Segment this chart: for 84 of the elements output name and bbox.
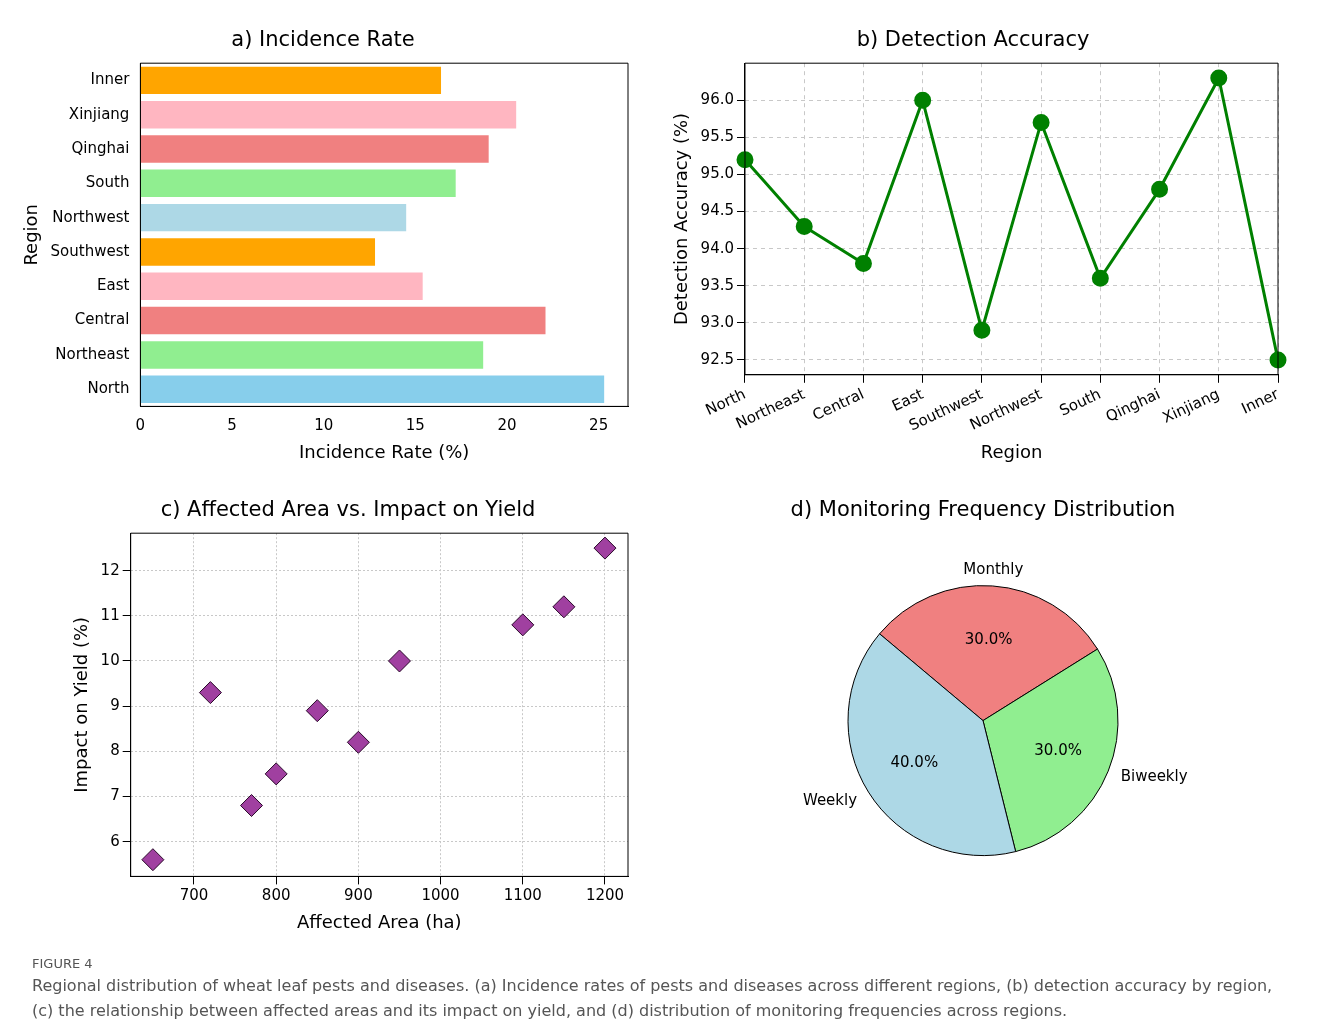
- data-label: 30.0%: [964, 629, 1013, 648]
- point: [1091, 269, 1109, 287]
- slice-label: Weekly: [802, 790, 858, 809]
- x-tick-label: 1000: [421, 886, 460, 905]
- data-label: 30.0%: [1034, 740, 1082, 759]
- bar: [140, 203, 407, 232]
- y-tick-label: 10: [100, 650, 120, 669]
- point: [387, 649, 411, 673]
- point: [854, 255, 872, 273]
- y-tick-label: 95.0: [700, 164, 734, 183]
- y-tick-label: 94.0: [700, 238, 734, 257]
- bar: [140, 272, 423, 301]
- point: [198, 681, 222, 705]
- bar: [140, 135, 489, 163]
- y-tick-label: 92.5: [700, 349, 734, 368]
- x-tick-label: 800: [261, 886, 291, 905]
- x-axis-title: Incidence Rate (%): [299, 440, 470, 462]
- caption: FIGURE 4: [32, 955, 94, 973]
- x-tick-label: 0: [135, 416, 146, 435]
- data-label: 40.0%: [890, 753, 939, 772]
- y-tick-label: 11: [100, 605, 120, 624]
- text: Regional distribution of wheat leaf pests and diseases. (a) Incidence rates of pests and diseases across different regions, (b) detection accuracy by region, (c) the relationship between affected areas and its impact on yield, and (d) distribution of monitoring frequencies across regions.: [32, 975, 1274, 1022]
- point: [1032, 114, 1050, 132]
- x-tick-label: 15: [405, 416, 425, 435]
- x-tick-label: 5: [227, 416, 237, 435]
- point: [141, 848, 165, 872]
- point: [552, 595, 576, 619]
- x-tick-label: 900: [344, 886, 373, 905]
- point: [346, 730, 370, 754]
- y-axis-title: Region: [20, 203, 42, 266]
- point: [305, 699, 329, 723]
- point: [511, 613, 535, 637]
- chart-title: b) Detection Accuracy: [856, 27, 1090, 52]
- point: [240, 794, 264, 817]
- y-tick-label: Inner: [90, 70, 131, 89]
- y-tick-label: Northeast: [55, 344, 130, 363]
- bar: [140, 169, 456, 198]
- point: [1151, 180, 1169, 198]
- point: [264, 762, 288, 786]
- x-tick-label: 700: [179, 886, 209, 905]
- y-tick-label: Southwest: [50, 241, 130, 260]
- y-tick-label: 94.5: [700, 201, 734, 220]
- slice-label: Monthly: [963, 559, 1024, 578]
- bar: [140, 238, 376, 266]
- chart-title: c) Affected Area vs. Impact on Yield: [160, 497, 536, 522]
- x-tick-label: 20: [497, 416, 517, 435]
- x-tick-label: 25: [589, 416, 609, 435]
- y-tick-label: 12: [100, 560, 120, 579]
- point: [1210, 69, 1228, 87]
- bar: [140, 66, 442, 95]
- y-tick-label: Central: [74, 310, 130, 329]
- y-axis-title: Detection Accuracy (%): [670, 112, 692, 326]
- x-tick-label: 10: [314, 416, 334, 435]
- y-tick-label: Northwest: [52, 207, 130, 226]
- y-tick-label: 95.5: [700, 127, 734, 146]
- chart-title: d) Monitoring Frequency Distribution: [790, 497, 1176, 522]
- y-tick-label: Qinghai: [71, 138, 130, 157]
- x-axis-title: Affected Area (ha): [297, 910, 462, 932]
- bar: [140, 306, 546, 335]
- y-tick-label: East: [97, 276, 130, 295]
- y-tick-label: 8: [110, 741, 120, 760]
- y-tick-label: 6: [110, 831, 120, 850]
- slice-label: Biweekly: [1120, 767, 1188, 786]
- y-tick-label: 93.0: [700, 312, 734, 331]
- point: [973, 321, 991, 339]
- x-tick-label: 1200: [585, 886, 625, 905]
- point: [795, 217, 813, 235]
- bar: [140, 375, 605, 403]
- y-tick-label: South: [85, 173, 130, 192]
- bar: [140, 341, 484, 369]
- point: [593, 536, 617, 560]
- x-tick-label: 1100: [503, 886, 542, 905]
- x-tick-label: Inner: [1238, 384, 1283, 418]
- y-tick-label: 96.0: [700, 90, 734, 109]
- y-axis-title: Impact on Yield (%): [70, 616, 92, 793]
- chart-title: a) Incidence Rate: [231, 27, 415, 52]
- y-tick-label: Xinjiang: [68, 104, 130, 123]
- y-tick-label: 7: [110, 786, 120, 805]
- point: [914, 91, 932, 109]
- y-tick-label: 93.5: [700, 275, 734, 294]
- x-axis-title: Region: [980, 440, 1043, 462]
- x-tick-label: South: [1056, 384, 1104, 420]
- y-tick-label: 9: [110, 696, 120, 715]
- bar: [140, 100, 517, 129]
